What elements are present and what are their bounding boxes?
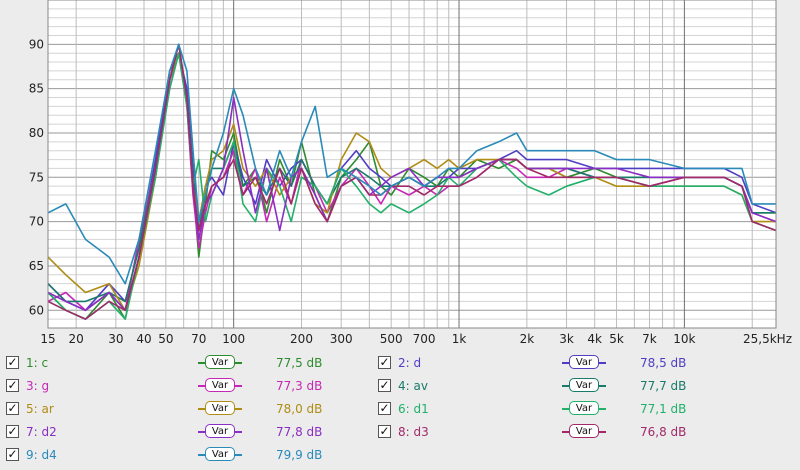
series-visibility-checkbox[interactable]: ✓ <box>378 424 391 438</box>
series-line-d4 <box>47 43 776 285</box>
y-tick-label: 90 <box>29 37 44 51</box>
var-button[interactable]: Var <box>569 401 599 415</box>
legend-item: ✓ 8: d3 Var 76,8 dB <box>372 422 772 444</box>
x-tick-label: 1k <box>452 332 467 346</box>
x-tick-label: 70 <box>191 332 206 346</box>
x-tick-label: 700 <box>413 332 436 346</box>
y-tick-label: 65 <box>29 259 44 273</box>
legend-item: ✓ 3: g Var 77,3 dB <box>0 376 400 398</box>
legend-series-label: 3: g <box>26 379 50 393</box>
series-line-d1 <box>47 52 777 320</box>
legend-item: ✓ 7: d2 Var 77,8 dB <box>0 422 400 444</box>
legend-level-value: 79,9 dB <box>276 448 323 462</box>
x-tick-label: 4k <box>587 332 602 346</box>
y-tick-labels: 60 65 70 75 80 85 90 <box>29 37 44 317</box>
var-button[interactable]: Var <box>205 401 235 415</box>
x-tick-label: 25,5kHz <box>743 332 792 346</box>
y-tick-label: 70 <box>29 215 44 229</box>
x-tick-label: 50 <box>158 332 173 346</box>
legend-item: ✓ 5: ar Var 78,0 dB <box>0 399 400 421</box>
x-tick-label: 5k <box>609 332 624 346</box>
plot-background <box>48 0 776 328</box>
y-tick-label: 85 <box>29 82 44 96</box>
x-tick-label: 500 <box>380 332 403 346</box>
legend-level-value: 78,0 dB <box>276 402 323 416</box>
x-tick-label: 2k <box>520 332 535 346</box>
var-button[interactable]: Var <box>569 378 599 392</box>
legend-series-label: 5: ar <box>26 402 54 416</box>
series-visibility-checkbox[interactable]: ✓ <box>6 447 19 461</box>
legend-level-value: 77,7 dB <box>640 379 687 393</box>
legend-series-label: 7: d2 <box>26 425 57 439</box>
var-button[interactable]: Var <box>205 447 235 461</box>
y-tick-label: 80 <box>29 126 44 140</box>
x-tick-label: 300 <box>330 332 353 346</box>
x-tick-label: 10k <box>673 332 695 346</box>
legend-series-label: 9: d4 <box>26 448 57 462</box>
legend-series-label: 6: d1 <box>398 402 429 416</box>
legend-series-label: 8: d3 <box>398 425 429 439</box>
var-button[interactable]: Var <box>205 424 235 438</box>
legend-level-value: 77,3 dB <box>276 379 323 393</box>
series-visibility-checkbox[interactable]: ✓ <box>378 355 391 369</box>
legend-item: ✓ 4: av Var 77,7 dB <box>372 376 772 398</box>
series-lines <box>47 43 777 320</box>
legend-level-value: 77,5 dB <box>276 356 323 370</box>
series-visibility-checkbox[interactable]: ✓ <box>6 378 19 392</box>
legend-series-label: 2: d <box>398 356 422 370</box>
legend-item: ✓ 2: d Var 78,5 dB <box>372 353 772 375</box>
x-tick-label: 30 <box>108 332 123 346</box>
x-tick-label: 200 <box>290 332 313 346</box>
var-button[interactable]: Var <box>569 424 599 438</box>
series-visibility-checkbox[interactable]: ✓ <box>378 401 391 415</box>
frequency-response-chart: 60 65 70 75 80 85 90 15 20 30 40 50 70 100 200 300 500 7… <box>29 0 792 346</box>
x-tick-label: 7k <box>642 332 657 346</box>
legend-series-label: 4: av <box>398 379 428 393</box>
series-visibility-checkbox[interactable]: ✓ <box>378 378 391 392</box>
var-button[interactable]: Var <box>205 378 235 392</box>
x-tick-labels: 15 20 30 40 50 70 100 200 300 500 700 1k 2k 3k 4k 5k 7k 1… <box>40 332 792 346</box>
var-button[interactable]: Var <box>569 355 599 369</box>
legend-item: ✓ 1: c Var 77,5 dB <box>0 353 400 375</box>
plot-border <box>47 0 777 329</box>
var-button[interactable]: Var <box>205 355 235 369</box>
x-tick-label: 40 <box>136 332 151 346</box>
series-visibility-checkbox[interactable]: ✓ <box>6 424 19 438</box>
x-tick-label: 3k <box>559 332 574 346</box>
series-visibility-checkbox[interactable]: ✓ <box>6 355 19 369</box>
legend-level-value: 76,8 dB <box>640 425 687 439</box>
legend-level-value: 77,1 dB <box>640 402 687 416</box>
y-tick-label: 60 <box>29 303 44 317</box>
chart-svg: 60 65 70 75 80 85 90 15 20 30 40 50 70 100 200 300 500 7… <box>29 0 792 346</box>
legend-level-value: 77,8 dB <box>276 425 323 439</box>
legend-item: ✓ 6: d1 Var 77,1 dB <box>372 399 772 421</box>
grid <box>48 0 776 329</box>
series-visibility-checkbox[interactable]: ✓ <box>6 401 19 415</box>
y-tick-label: 75 <box>29 170 44 184</box>
legend-series-label: 1: c <box>26 356 49 370</box>
legend: ✓ 1: c Var 77,5 dB ✓ 2: d Var 78,5 dB ✓ 3: g Var 77… <box>0 350 800 470</box>
x-tick-label: 15 <box>40 332 55 346</box>
x-tick-label: 20 <box>69 332 84 346</box>
x-tick-label: 100 <box>222 332 245 346</box>
legend-level-value: 78,5 dB <box>640 356 687 370</box>
legend-item: ✓ 9: d4 Var 79,9 dB <box>0 445 400 467</box>
